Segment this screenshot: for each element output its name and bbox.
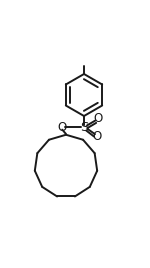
Text: O: O <box>93 111 102 125</box>
Text: S: S <box>80 121 88 134</box>
Text: O: O <box>58 121 67 134</box>
Text: O: O <box>93 130 102 143</box>
